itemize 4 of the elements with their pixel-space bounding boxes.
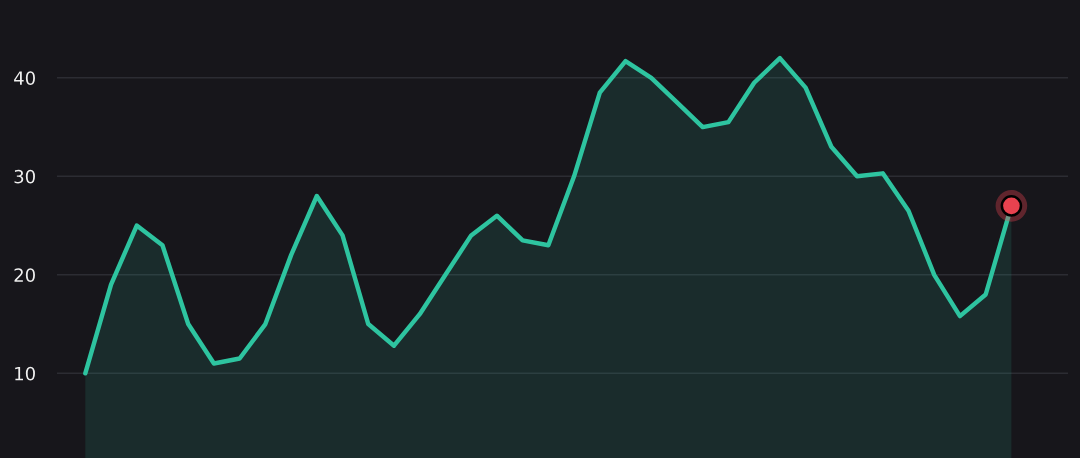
y-tick-label: 10 <box>15 366 35 381</box>
y-tick-label: 20 <box>14 268 35 282</box>
y-tick-label: 30 <box>14 169 35 184</box>
y-tick-label: 40 <box>14 71 35 85</box>
